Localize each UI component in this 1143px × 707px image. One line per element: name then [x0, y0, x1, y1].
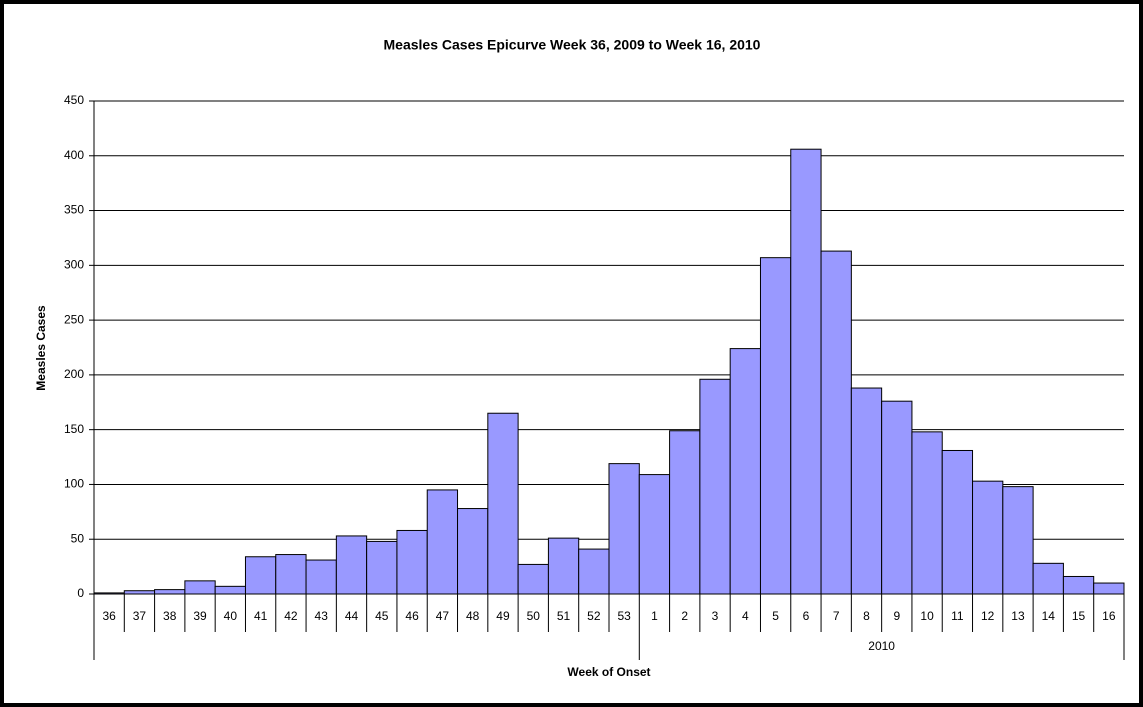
- bar: [214, 585, 246, 595]
- y-axis-title: Measles Cases: [34, 305, 48, 391]
- y-tick-label: 200: [64, 367, 84, 381]
- x-tick-label: 52: [587, 609, 601, 623]
- bar: [972, 480, 1004, 595]
- x-tick-label: 37: [133, 609, 147, 623]
- x-tick-label: 12: [981, 609, 995, 623]
- bar: [669, 430, 701, 595]
- bar: [759, 257, 792, 595]
- x-tick-label: 42: [284, 609, 298, 623]
- group-label: 2010: [868, 639, 895, 653]
- bar: [1062, 575, 1095, 595]
- bar: [911, 431, 943, 595]
- bar: [457, 508, 489, 595]
- bar: [184, 580, 216, 595]
- x-tick-label: 53: [617, 609, 631, 623]
- x-tick-label: 15: [1072, 609, 1086, 623]
- bar: [729, 348, 761, 595]
- x-tick-label: 36: [102, 609, 116, 623]
- bar: [820, 250, 852, 595]
- x-tick-label: 3: [712, 609, 719, 623]
- y-tick-label: 400: [64, 148, 84, 162]
- x-tick-label: 5: [772, 609, 779, 623]
- x-tick-label: 47: [436, 609, 450, 623]
- bar: [426, 489, 459, 595]
- y-tick-label: 250: [64, 312, 84, 326]
- x-tick-label: 9: [893, 609, 900, 623]
- x-tick-label: 1: [651, 609, 658, 623]
- bar: [1032, 562, 1064, 595]
- x-tick-label: 13: [1011, 609, 1025, 623]
- bar: [608, 463, 640, 595]
- bar: [699, 378, 731, 595]
- x-tick-label: 41: [254, 609, 268, 623]
- y-tick-label: 0: [77, 586, 84, 600]
- x-tick-label: 39: [193, 609, 207, 623]
- bar: [547, 537, 580, 595]
- bar: [941, 449, 974, 595]
- bar: [335, 535, 368, 595]
- x-tick-label: 49: [496, 609, 510, 623]
- bar: [305, 559, 337, 595]
- x-tick-label: 43: [315, 609, 329, 623]
- x-tick-label: 45: [375, 609, 389, 623]
- x-tick-label: 38: [163, 609, 177, 623]
- bar: [487, 412, 519, 595]
- x-tick-label: 44: [345, 609, 359, 623]
- x-tick-label: 2: [681, 609, 688, 623]
- x-tick-label: 4: [742, 609, 749, 623]
- x-tick-label: 14: [1042, 609, 1056, 623]
- bar: [517, 563, 549, 595]
- x-tick-label: 40: [224, 609, 238, 623]
- y-tick-label: 450: [64, 93, 84, 107]
- bar: [154, 589, 186, 595]
- bar: [1093, 582, 1125, 595]
- bar: [638, 474, 671, 595]
- bar: [275, 554, 307, 595]
- x-tick-label: 46: [405, 609, 419, 623]
- bar: [850, 387, 883, 595]
- x-tick-label: 51: [557, 609, 571, 623]
- y-tick-label: 150: [64, 422, 84, 436]
- x-tick-label: 48: [466, 609, 480, 623]
- x-axis-title: Week of Onset: [567, 665, 650, 679]
- chart-title: Measles Cases Epicurve Week 36, 2009 to …: [384, 37, 761, 53]
- bar: [244, 556, 277, 595]
- x-tick-label: 8: [863, 609, 870, 623]
- y-tick-label: 100: [64, 477, 84, 491]
- y-tick-label: 300: [64, 258, 84, 272]
- x-tick-label: 11: [951, 609, 964, 623]
- y-tick-label: 350: [64, 203, 84, 217]
- x-tick-label: 50: [527, 609, 541, 623]
- bar: [790, 148, 822, 595]
- bar: [578, 548, 610, 595]
- bar: [366, 540, 398, 595]
- x-tick-label: 10: [920, 609, 934, 623]
- bar: [396, 529, 428, 595]
- y-tick-label: 50: [71, 531, 85, 545]
- bar: [881, 400, 913, 595]
- x-tick-label: 7: [833, 609, 840, 623]
- bar: [1002, 486, 1034, 595]
- x-tick-label: 16: [1102, 609, 1116, 623]
- x-tick-label: 6: [803, 609, 810, 623]
